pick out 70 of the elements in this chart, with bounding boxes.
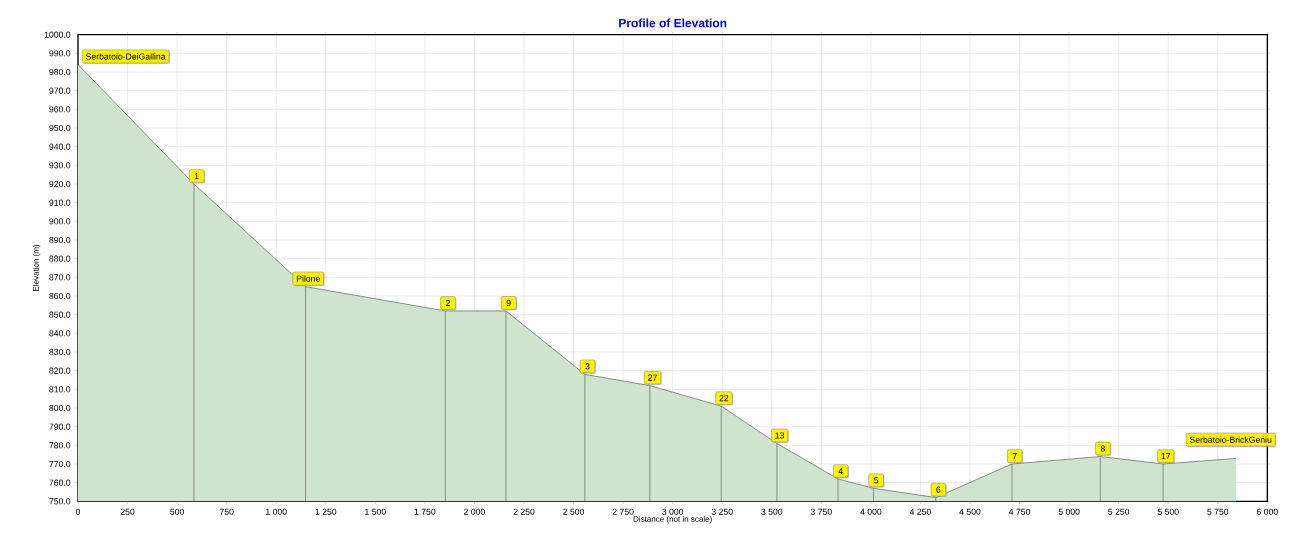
y-tick-label: 840.0	[49, 330, 71, 337]
x-axis-title: Distance (not in scale)	[633, 516, 712, 524]
x-tick-label: 6 000	[1256, 508, 1278, 516]
y-tick-label: 760.0	[49, 479, 71, 486]
annotation: 27	[648, 374, 657, 381]
y-tick-label: 870.0	[49, 274, 71, 281]
x-tick-label: 4 250	[909, 508, 931, 516]
y-tick-label: 890.0	[49, 237, 71, 244]
annotation: 6	[936, 486, 941, 493]
x-tick-label: 5 250	[1108, 508, 1130, 516]
y-tick-label: 900.0	[49, 218, 71, 225]
x-tick-label: 3 250	[711, 508, 733, 516]
annotation: 5	[874, 477, 879, 484]
y-tick-label: 830.0	[49, 349, 71, 356]
y-tick-label: 800.0	[49, 405, 71, 412]
chart-title: Profile of Elevation	[619, 18, 727, 28]
x-tick-label: 1 500	[365, 508, 386, 516]
annotation: 7	[1012, 453, 1017, 460]
annotation: 2	[446, 300, 450, 307]
x-tick-label: 2 750	[612, 508, 634, 516]
x-tick-label: 750	[219, 508, 234, 516]
y-tick-label: 950.0	[49, 125, 71, 132]
x-tick-label: 1 750	[414, 508, 436, 516]
x-tick-label: 2 250	[513, 508, 535, 516]
annotation: 8	[1100, 445, 1105, 452]
x-tick-label: 0	[75, 508, 81, 516]
y-tick-label: 850.0	[49, 311, 71, 318]
x-tick-label: 5 750	[1207, 508, 1229, 516]
y-tick-label: 910.0	[49, 199, 71, 206]
annotation: Pilone	[296, 275, 320, 282]
y-tick-label: 990.0	[49, 50, 71, 57]
x-tick-label: 4 750	[1008, 508, 1031, 516]
x-tick-label: 4 000	[860, 508, 882, 516]
x-tick-label: 1 000	[266, 508, 287, 516]
y-tick-label: 750.0	[49, 498, 71, 505]
x-tick-label: 2 500	[563, 508, 585, 516]
y-tick-label: 860.0	[49, 293, 71, 300]
annotation: 22	[719, 395, 729, 402]
annotation: 3	[585, 363, 590, 370]
x-tick-label: 2 000	[464, 508, 485, 516]
y-axis-title: Elevation (m)	[32, 245, 41, 292]
x-tick-label: 3 000	[662, 508, 684, 516]
annotation: 13	[775, 432, 785, 439]
x-tick-label: 250	[120, 508, 135, 516]
y-tick-label: 930.0	[49, 162, 71, 169]
annotation: 4	[838, 468, 843, 475]
y-tick-label: 770.0	[49, 461, 71, 468]
x-tick-label: 3 500	[761, 508, 783, 516]
y-tick-label: 790.0	[49, 423, 71, 430]
y-tick-label: 810.0	[49, 386, 71, 393]
x-tick-label: 3 750	[810, 508, 832, 516]
y-tick-label: 960.0	[49, 106, 71, 113]
y-tick-label: 1000.0	[44, 31, 71, 38]
x-tick-label: 5 500	[1157, 508, 1179, 516]
annotation: 17	[1161, 453, 1171, 460]
x-tick-label: 1 250	[315, 508, 337, 516]
y-tick-label: 780.0	[49, 442, 71, 449]
x-tick-label: 4 500	[959, 508, 981, 516]
y-tick-label: 920.0	[49, 181, 71, 188]
y-tick-label: 940.0	[49, 143, 71, 150]
y-tick-label: 880.0	[49, 255, 71, 262]
annotation: 1	[194, 173, 199, 180]
x-tick-label: 5 000	[1058, 508, 1080, 516]
annotation: Serbatoio-BrickGeniu	[1189, 436, 1272, 443]
y-tick-label: 980.0	[49, 69, 71, 76]
annotation: Serbatoio-DeiGallina	[86, 53, 166, 60]
y-tick-label: 970.0	[49, 87, 71, 94]
x-tick-label: 500	[170, 508, 184, 516]
y-tick-label: 820.0	[49, 367, 71, 374]
annotation: 9	[506, 300, 511, 307]
